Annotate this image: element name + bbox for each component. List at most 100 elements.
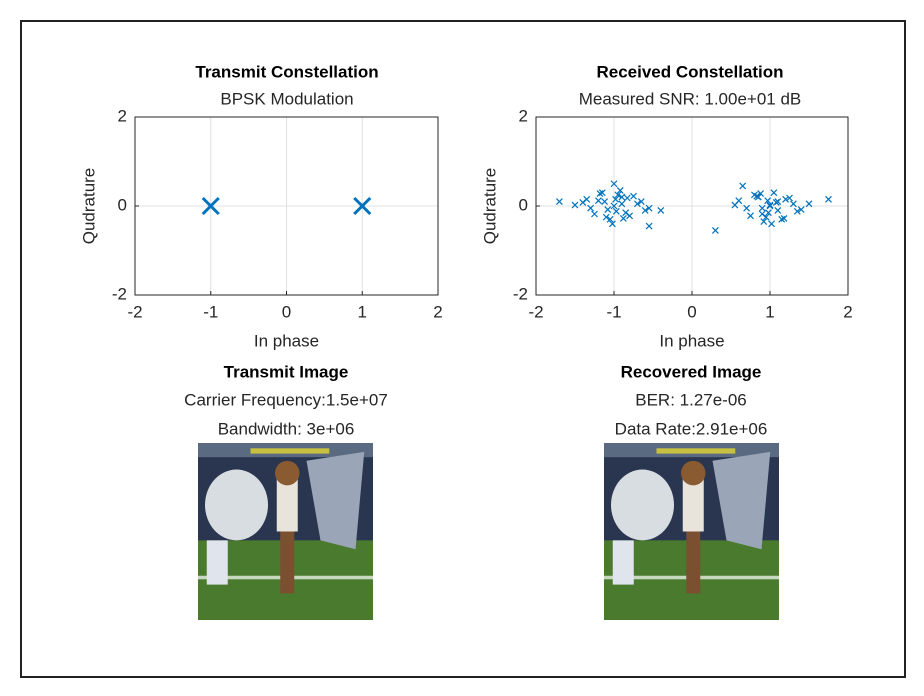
data-point — [731, 201, 739, 209]
data-point — [612, 195, 619, 203]
x-tick-label: 0 — [282, 302, 291, 321]
data-point — [616, 187, 624, 194]
y-tick-label: 2 — [519, 106, 528, 125]
data-point — [760, 218, 768, 225]
data-point — [618, 200, 626, 208]
y-tick-label: -2 — [513, 284, 528, 303]
chart-title: Received Constellation — [596, 62, 783, 81]
photo-goalpost — [656, 448, 736, 454]
photo-mascot — [682, 478, 704, 532]
data-point — [786, 194, 793, 202]
x-tick-label: 0 — [687, 302, 696, 321]
data-point — [623, 194, 631, 202]
data-point — [747, 212, 754, 220]
data-point — [594, 197, 602, 205]
image-subtitle: BER: 1.27e-06 — [635, 390, 747, 409]
data-point — [739, 182, 747, 190]
data-point — [614, 191, 622, 199]
data-point — [619, 215, 627, 222]
image-subtitle: Data Rate:2.91e+06 — [615, 419, 768, 438]
data-point — [201, 196, 220, 216]
data-point — [633, 200, 641, 208]
data-point — [630, 192, 637, 200]
data-point — [711, 227, 719, 234]
chart-subtitle: Measured SNR: 1.00e+01 dB — [579, 89, 802, 108]
data-point — [587, 204, 595, 212]
photo-flag — [712, 451, 771, 550]
photo-smoke — [205, 469, 268, 541]
data-point — [571, 201, 579, 209]
x-tick-label: 1 — [358, 302, 367, 321]
axes-box — [134, 116, 439, 296]
data-point — [610, 180, 618, 188]
x-axis-label: In phase — [254, 331, 319, 350]
photo-mascot — [276, 478, 298, 532]
chart-title: Transmit Constellation — [195, 62, 378, 81]
data-point — [612, 207, 620, 215]
data-point — [618, 193, 626, 201]
y-tick-label: 0 — [118, 195, 127, 214]
data-point — [604, 206, 612, 213]
image-title: Recovered Image — [621, 362, 762, 381]
photo-mascot-legs — [280, 531, 295, 594]
photo-flag — [306, 451, 365, 550]
photo — [198, 443, 373, 620]
image-subtitle: Carrier Frequency:1.5e+07 — [184, 390, 388, 409]
data-point — [780, 215, 788, 222]
photo-mascot-head — [681, 460, 706, 486]
data-point — [609, 220, 616, 228]
data-point — [641, 207, 649, 214]
x-tick-label: -1 — [606, 302, 621, 321]
data-point — [753, 192, 761, 200]
data-point — [774, 207, 782, 214]
image-title: Transmit Image — [224, 362, 349, 381]
data-point — [758, 210, 766, 218]
data-point — [583, 195, 591, 203]
data-point — [601, 198, 609, 205]
x-axis-label: In phase — [659, 331, 724, 350]
data-point — [770, 189, 778, 197]
axes-box — [535, 116, 849, 296]
data-point — [606, 215, 614, 223]
data-point — [764, 197, 772, 205]
data-point — [789, 200, 797, 208]
x-tick-label: 2 — [843, 302, 852, 321]
data-point — [797, 206, 805, 213]
photo-mascot-head — [275, 460, 300, 486]
data-point — [805, 200, 813, 208]
data-point — [793, 207, 801, 215]
data-point — [645, 222, 653, 230]
x-tick-label: 1 — [765, 302, 774, 321]
data-point — [768, 220, 775, 228]
x-tick-label: -2 — [127, 302, 142, 321]
y-axis-label: Qudrature — [480, 168, 499, 245]
y-tick-label: 0 — [519, 195, 528, 214]
chart-subtitle: BPSK Modulation — [220, 89, 353, 108]
photo-goalpost — [250, 448, 330, 454]
data-point — [758, 204, 766, 212]
data-point — [353, 196, 372, 216]
data-point — [743, 204, 751, 212]
data-point — [757, 190, 765, 197]
data-point — [626, 212, 634, 220]
x-tick-label: -1 — [203, 302, 218, 321]
data-point — [825, 195, 832, 203]
data-point — [774, 198, 782, 205]
data-point — [610, 202, 618, 210]
photo — [604, 443, 779, 620]
data-point — [596, 190, 604, 197]
data-point — [766, 201, 774, 209]
data-point — [637, 198, 645, 205]
data-point — [657, 207, 665, 214]
data-point — [555, 198, 563, 205]
data-point — [766, 202, 774, 210]
data-point — [765, 209, 772, 217]
y-tick-label: -2 — [112, 284, 127, 303]
image-subtitle: Bandwidth: 3e+06 — [218, 419, 355, 438]
x-tick-label: -2 — [528, 302, 543, 321]
y-axis-label: Qudrature — [79, 168, 98, 245]
photo-smoke — [611, 469, 674, 541]
photo-figure — [206, 540, 228, 585]
